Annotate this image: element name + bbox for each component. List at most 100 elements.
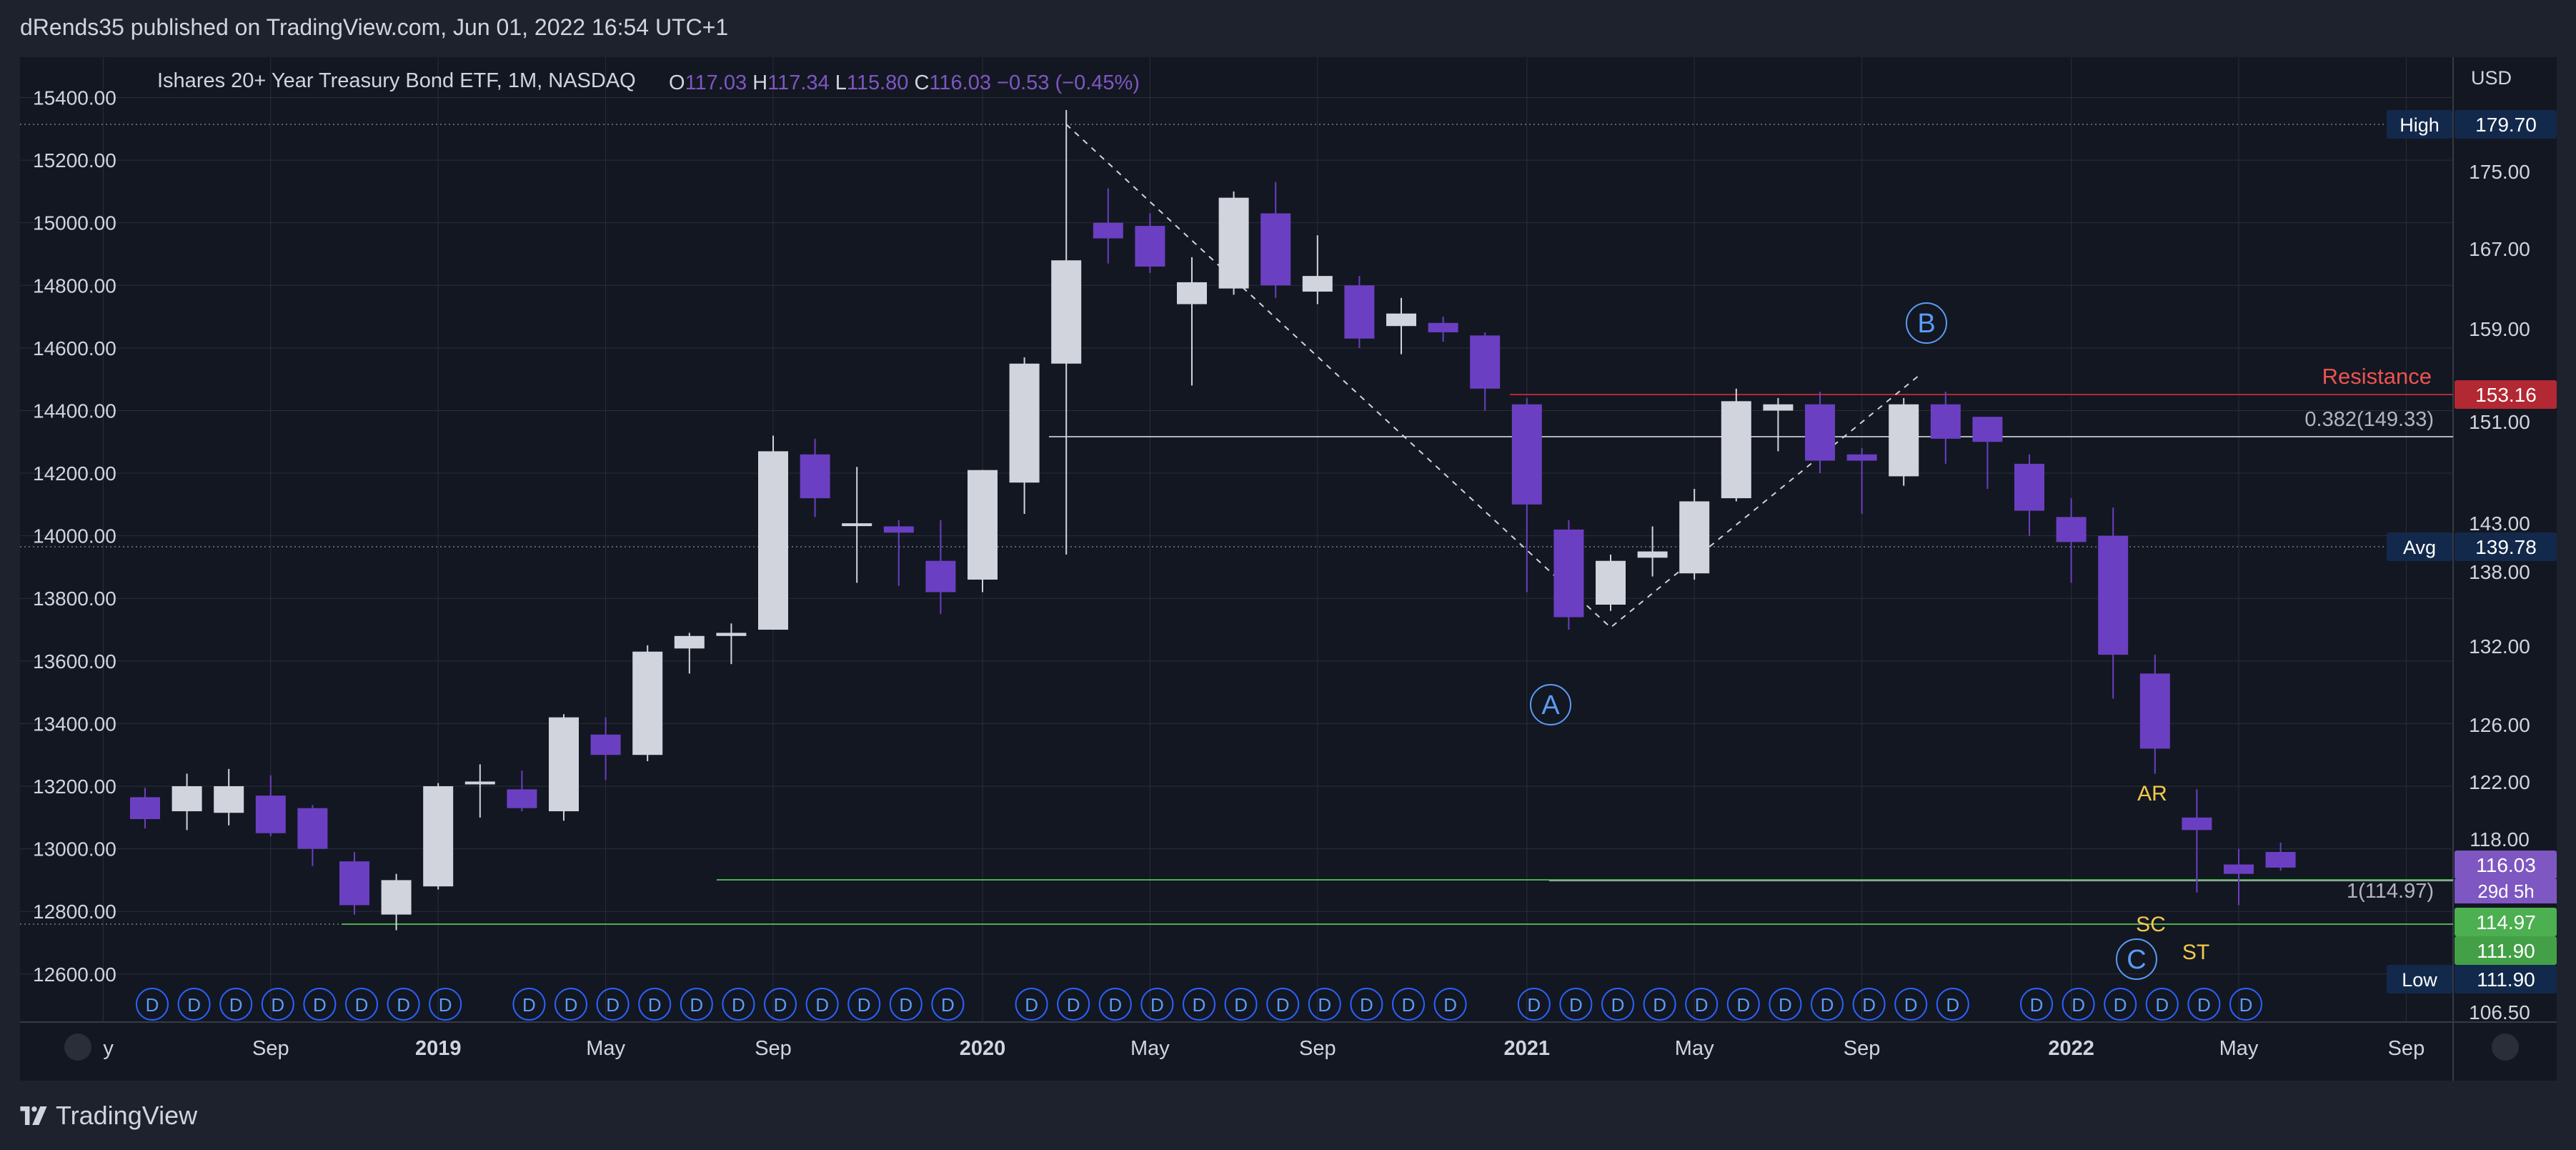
dividend-marker[interactable]	[303, 988, 337, 1021]
candle-body[interactable]	[1930, 404, 1961, 439]
dividend-marker[interactable]	[555, 988, 587, 1021]
candle-body[interactable]	[674, 635, 705, 649]
candle-body[interactable]	[549, 717, 579, 812]
candle-body[interactable]	[2182, 817, 2212, 831]
dividend-marker[interactable]	[177, 988, 211, 1021]
dividend-marker[interactable]	[931, 988, 965, 1021]
candle-body[interactable]	[1679, 501, 1710, 574]
candle-body[interactable]	[2056, 517, 2087, 542]
candle-body[interactable]	[1553, 529, 1584, 618]
candlestick-chart[interactable]: Resistance 0.382(149.33) 1(114.97) D D D D D D D…	[20, 57, 2557, 1081]
candle-body[interactable]	[883, 526, 914, 533]
candle-body[interactable]	[214, 786, 244, 813]
candle-body[interactable]	[1470, 335, 1501, 389]
candle-body[interactable]	[1177, 282, 1207, 304]
candle-body[interactable]	[2098, 535, 2129, 655]
dividend-marker[interactable]	[387, 988, 420, 1021]
dividend-marker[interactable]	[2062, 988, 2095, 1021]
dividend-marker[interactable]	[1433, 988, 1467, 1021]
dividend-marker[interactable]	[1894, 988, 1928, 1021]
dividend-marker[interactable]	[1057, 988, 1090, 1021]
candle-body[interactable]	[968, 470, 998, 580]
candle-body[interactable]	[507, 789, 537, 808]
candle-body[interactable]	[297, 808, 328, 849]
dividend-marker[interactable]	[1726, 988, 1760, 1021]
auto-scale-button[interactable]	[2492, 1033, 2519, 1061]
candle-body[interactable]	[1596, 560, 1626, 605]
candle-body[interactable]	[2139, 673, 2170, 749]
dividend-marker[interactable]	[2104, 988, 2137, 1021]
scale-reset-button[interactable]	[64, 1033, 91, 1061]
candle-body[interactable]	[1511, 404, 1542, 505]
candle-body[interactable]	[1972, 417, 2003, 442]
dividend-marker[interactable]	[805, 988, 839, 1021]
dividend-marker[interactable]	[1811, 988, 1844, 1021]
dividend-marker[interactable]	[596, 988, 630, 1021]
candle-body[interactable]	[1218, 197, 1249, 289]
dividend-marker[interactable]	[889, 988, 923, 1021]
candle-body[interactable]	[464, 781, 495, 785]
candle-body[interactable]	[1428, 322, 1458, 332]
candle-body[interactable]	[590, 734, 621, 755]
dividend-marker[interactable]	[2145, 988, 2179, 1021]
candle-body[interactable]	[1889, 404, 1919, 477]
dividend-marker[interactable]	[1224, 988, 1258, 1021]
dividend-marker[interactable]	[2187, 988, 2221, 1021]
candle-body[interactable]	[1763, 404, 1794, 411]
dividend-marker[interactable]	[2229, 988, 2262, 1021]
dividend-marker[interactable]	[219, 988, 253, 1021]
chart-frame[interactable]: Resistance 0.382(149.33) 1(114.97) D D D D D D D…	[20, 57, 2557, 1081]
dividend-marker[interactable]	[722, 988, 755, 1021]
dividend-marker[interactable]	[512, 988, 546, 1021]
dividend-marker[interactable]	[2020, 988, 2053, 1021]
candle-body[interactable]	[381, 880, 412, 915]
dividend-marker[interactable]	[345, 988, 378, 1021]
candle-body[interactable]	[1386, 313, 1416, 327]
candle-body[interactable]	[632, 651, 663, 755]
dividend-marker[interactable]	[1308, 988, 1341, 1021]
dividend-marker[interactable]	[1350, 988, 1383, 1021]
dividend-marker[interactable]	[1685, 988, 1719, 1021]
candle-body[interactable]	[255, 795, 286, 833]
dividend-marker[interactable]	[136, 988, 169, 1021]
candle-body[interactable]	[171, 786, 202, 812]
candle-body[interactable]	[800, 454, 830, 499]
candle-body[interactable]	[716, 633, 747, 636]
dividend-marker[interactable]	[1517, 988, 1551, 1021]
candle-body[interactable]	[1805, 404, 1835, 461]
dividend-marker[interactable]	[1183, 988, 1215, 1021]
dividend-marker[interactable]	[1392, 988, 1425, 1021]
candle-body[interactable]	[1344, 285, 1375, 339]
candle-body[interactable]	[130, 797, 160, 820]
dividend-marker[interactable]	[847, 988, 881, 1021]
dividend-marker[interactable]	[680, 988, 713, 1021]
dividend-marker[interactable]	[1559, 988, 1593, 1021]
dividend-marker[interactable]	[764, 988, 797, 1021]
candle-body[interactable]	[2224, 864, 2254, 874]
dividend-marker[interactable]	[1601, 988, 1634, 1021]
candle-body[interactable]	[1637, 551, 1668, 558]
candle-body[interactable]	[925, 560, 956, 593]
dividend-marker[interactable]	[1936, 988, 1969, 1021]
candle-body[interactable]	[339, 861, 369, 906]
candle-body[interactable]	[1093, 222, 1123, 239]
dividend-marker[interactable]	[261, 988, 294, 1021]
dividend-marker[interactable]	[429, 988, 462, 1021]
candle-body[interactable]	[1846, 454, 1877, 461]
dividend-marker[interactable]	[1140, 988, 1174, 1021]
candle-body[interactable]	[758, 451, 788, 630]
dividend-marker[interactable]	[1769, 988, 1802, 1021]
candle-body[interactable]	[1260, 213, 1291, 286]
tradingview-logo[interactable]: TradingView	[20, 1099, 197, 1132]
candle-body[interactable]	[1135, 226, 1165, 267]
candle-body[interactable]	[1009, 363, 1040, 483]
dividend-marker[interactable]	[1015, 988, 1048, 1021]
dividend-marker[interactable]	[1852, 988, 1886, 1021]
candle-body[interactable]	[2265, 851, 2296, 868]
dividend-marker[interactable]	[1098, 988, 1132, 1021]
dividend-marker[interactable]	[1266, 988, 1300, 1021]
candle-body[interactable]	[842, 523, 872, 527]
candle-body[interactable]	[2014, 463, 2044, 511]
candle-body[interactable]	[1302, 276, 1333, 292]
candle-body[interactable]	[423, 786, 454, 887]
